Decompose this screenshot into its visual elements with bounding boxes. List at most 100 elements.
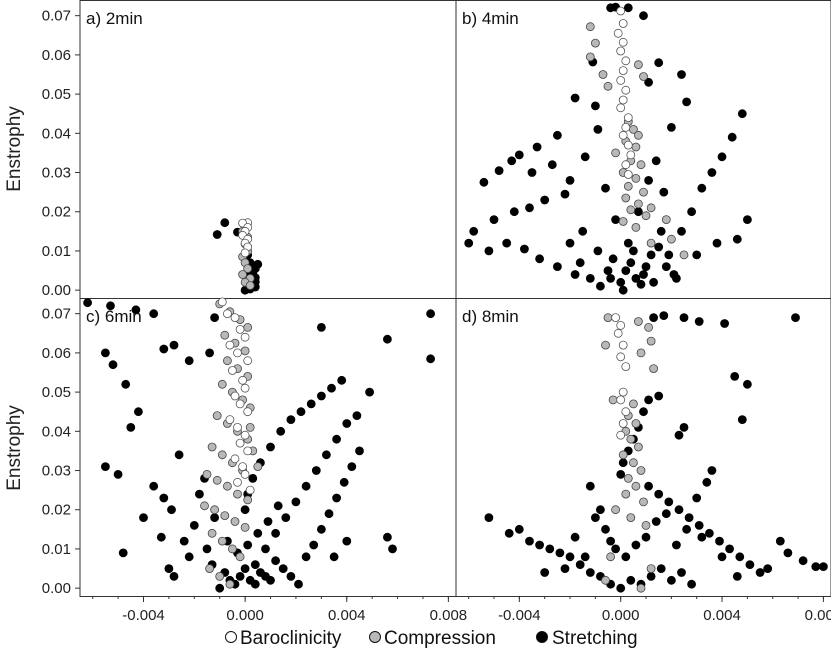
stretching-point — [775, 536, 785, 546]
stretching-point — [514, 524, 524, 534]
stretching-point — [324, 509, 334, 519]
stretching-point — [194, 489, 204, 499]
compression-point — [634, 130, 643, 140]
stretching-point — [697, 183, 707, 193]
baroclinicity-point — [616, 395, 626, 405]
stretching-point — [327, 383, 336, 393]
baroclinicity-point — [243, 356, 253, 366]
stretching-point — [679, 422, 689, 432]
y-tick-label: 0.03 — [42, 165, 71, 182]
baroclinicity-point — [217, 297, 227, 307]
compression-point — [243, 322, 253, 332]
stretching-point — [164, 564, 174, 573]
compression-point — [646, 564, 656, 573]
stretching-point — [494, 166, 504, 176]
x-tick-label: -0.004 — [122, 607, 165, 624]
panel-label: b) 4min — [462, 9, 519, 28]
stretching-point — [694, 317, 704, 326]
baroclinicity-point — [243, 407, 253, 417]
stretching-point — [484, 246, 494, 256]
stretching-point — [261, 544, 270, 554]
stretching-point — [281, 513, 291, 522]
compression-point — [634, 442, 643, 452]
y-tick-label: 0.01 — [42, 243, 71, 260]
stretching-point — [514, 150, 524, 160]
stretching-point — [606, 273, 615, 283]
compression-point — [243, 495, 253, 505]
y-tick-label: 0.00 — [42, 580, 71, 597]
stretching-point — [743, 379, 752, 389]
stretching-point — [342, 419, 352, 428]
compression-point — [636, 160, 646, 170]
baroclinicity-point — [621, 407, 631, 417]
stretching-point — [811, 562, 821, 571]
compression-point — [611, 148, 620, 158]
baroclinicity-point — [233, 477, 242, 487]
panel-1: a) 2min — [79, 0, 457, 299]
stretching-point — [608, 254, 618, 264]
stretching-point — [575, 258, 585, 268]
legend-marker-stretching — [536, 631, 548, 643]
stretching-point — [656, 226, 666, 236]
stretching-point — [616, 469, 626, 479]
stretching-point — [644, 481, 653, 491]
stretching-point — [212, 230, 222, 239]
compression-point — [205, 564, 215, 573]
stretching-point — [654, 391, 664, 401]
stretching-point — [697, 532, 707, 542]
stretching-point — [316, 322, 326, 332]
compression-point — [631, 142, 641, 152]
baroclinicity-point — [616, 76, 626, 85]
stretching-point — [732, 572, 742, 581]
stretching-point — [156, 532, 166, 542]
baroclinicity-point — [240, 430, 250, 440]
baroclinicity-point — [621, 85, 631, 95]
stretching-point — [271, 528, 281, 538]
stretching-point — [664, 250, 674, 260]
stretching-point — [273, 501, 283, 511]
compression-point — [611, 505, 620, 515]
stretching-point — [570, 93, 580, 103]
baroclinicity-point — [245, 485, 255, 495]
stretching-point — [502, 238, 512, 248]
baroclinicity-point — [616, 46, 626, 56]
baroclinicity-point — [616, 352, 626, 362]
stretching-point — [651, 517, 661, 526]
stretching-point — [677, 70, 686, 79]
stretching-point — [591, 513, 600, 522]
stretching-point — [243, 540, 253, 550]
stretching-point — [83, 298, 92, 308]
panel-4: d) 8min — [455, 298, 831, 597]
compression-point — [649, 364, 658, 374]
stretching-point — [593, 124, 603, 134]
baroclinicity-point — [233, 422, 242, 432]
y-tick-label: 0.00 — [42, 282, 71, 299]
compression-point — [618, 450, 628, 460]
compression-point — [629, 458, 638, 468]
y-axis-title-bottom: Enstrophy — [4, 405, 25, 491]
stretching-point — [215, 583, 225, 593]
stretching-point — [717, 552, 727, 562]
stretching-point — [674, 505, 684, 515]
stretching-point — [159, 493, 169, 503]
stretching-point — [169, 572, 179, 581]
stretching-point — [639, 11, 648, 21]
stretching-point — [679, 313, 689, 323]
stretching-point — [644, 77, 653, 87]
x-tick-label: -0.004 — [498, 607, 541, 624]
y-tick-label: 0.07 — [42, 306, 71, 323]
baroclinicity-point — [235, 324, 245, 334]
stretching-point — [684, 513, 694, 522]
compression-point — [639, 72, 648, 81]
stretching-point — [659, 187, 669, 197]
panels-layer: a) 2min b) 4min c) 6min d) 8min — [79, 0, 831, 597]
y-tick-label: 0.05 — [42, 384, 71, 401]
compression-point — [238, 270, 248, 279]
stretching-point — [725, 544, 734, 554]
stretching-point — [352, 411, 362, 421]
stretching-point — [294, 579, 303, 589]
stretching-point — [654, 58, 664, 68]
baroclinicity-point — [618, 37, 628, 47]
stretching-point — [101, 462, 110, 472]
panel-label: a) 2min — [86, 9, 143, 28]
